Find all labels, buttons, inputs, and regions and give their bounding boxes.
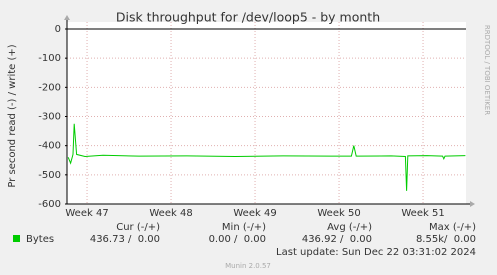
y-axis-arrow <box>64 15 70 20</box>
legend-swatch <box>13 235 20 242</box>
x-tick-label: Week 51 <box>401 208 444 219</box>
y-tick-label: -300 <box>38 112 61 123</box>
legend-header: Max (-/+) <box>429 222 476 233</box>
y-tick-label: -200 <box>38 82 61 93</box>
last-update: Last update: Sun Dec 22 03:31:02 2024 <box>276 247 476 258</box>
y-tick-label: -100 <box>38 53 61 64</box>
legend-value: 436.73 / 0.00 <box>90 234 160 245</box>
marks <box>67 123 466 191</box>
watermark: RRDTOOL / TOBI OETIKER <box>483 25 491 115</box>
chart-title: Disk throughput for /dev/loop5 - by mont… <box>116 10 380 25</box>
x-axis-arrow <box>470 201 475 207</box>
x-tick-label: Week 50 <box>317 208 360 219</box>
legend-value: 0.00 / 0.00 <box>209 234 266 245</box>
grid: -600 -500 -400 -300 -200 -100 0 Week 47 Week 48 W… <box>38 22 466 219</box>
x-tick-label: Week 48 <box>149 208 192 219</box>
legend-value: 436.92 / 0.00 <box>302 234 372 245</box>
legend-header: Avg (-/+) <box>327 222 372 233</box>
x-tick-label: Week 47 <box>65 208 108 219</box>
y-axis-label: Pr second read (-) / write (+) <box>7 44 18 187</box>
legend: Cur (-/+) Min (-/+) Avg (-/+) Max (-/+) Byte… <box>13 222 476 245</box>
footer: Munin 2.0.57 <box>225 262 271 270</box>
legend-header: Cur (-/+) <box>116 222 160 233</box>
legend-label: Bytes <box>26 234 54 245</box>
plot-area <box>67 22 466 204</box>
data-line <box>67 123 466 191</box>
y-tick-label: -500 <box>38 170 61 181</box>
y-tick-label: 0 <box>55 24 61 35</box>
legend-value: 8.55k/ 0.00 <box>416 234 476 245</box>
y-tick-label: -600 <box>38 199 61 210</box>
legend-header: Min (-/+) <box>222 222 266 233</box>
x-tick-label: Week 49 <box>233 208 276 219</box>
y-tick-label: -400 <box>38 141 61 152</box>
